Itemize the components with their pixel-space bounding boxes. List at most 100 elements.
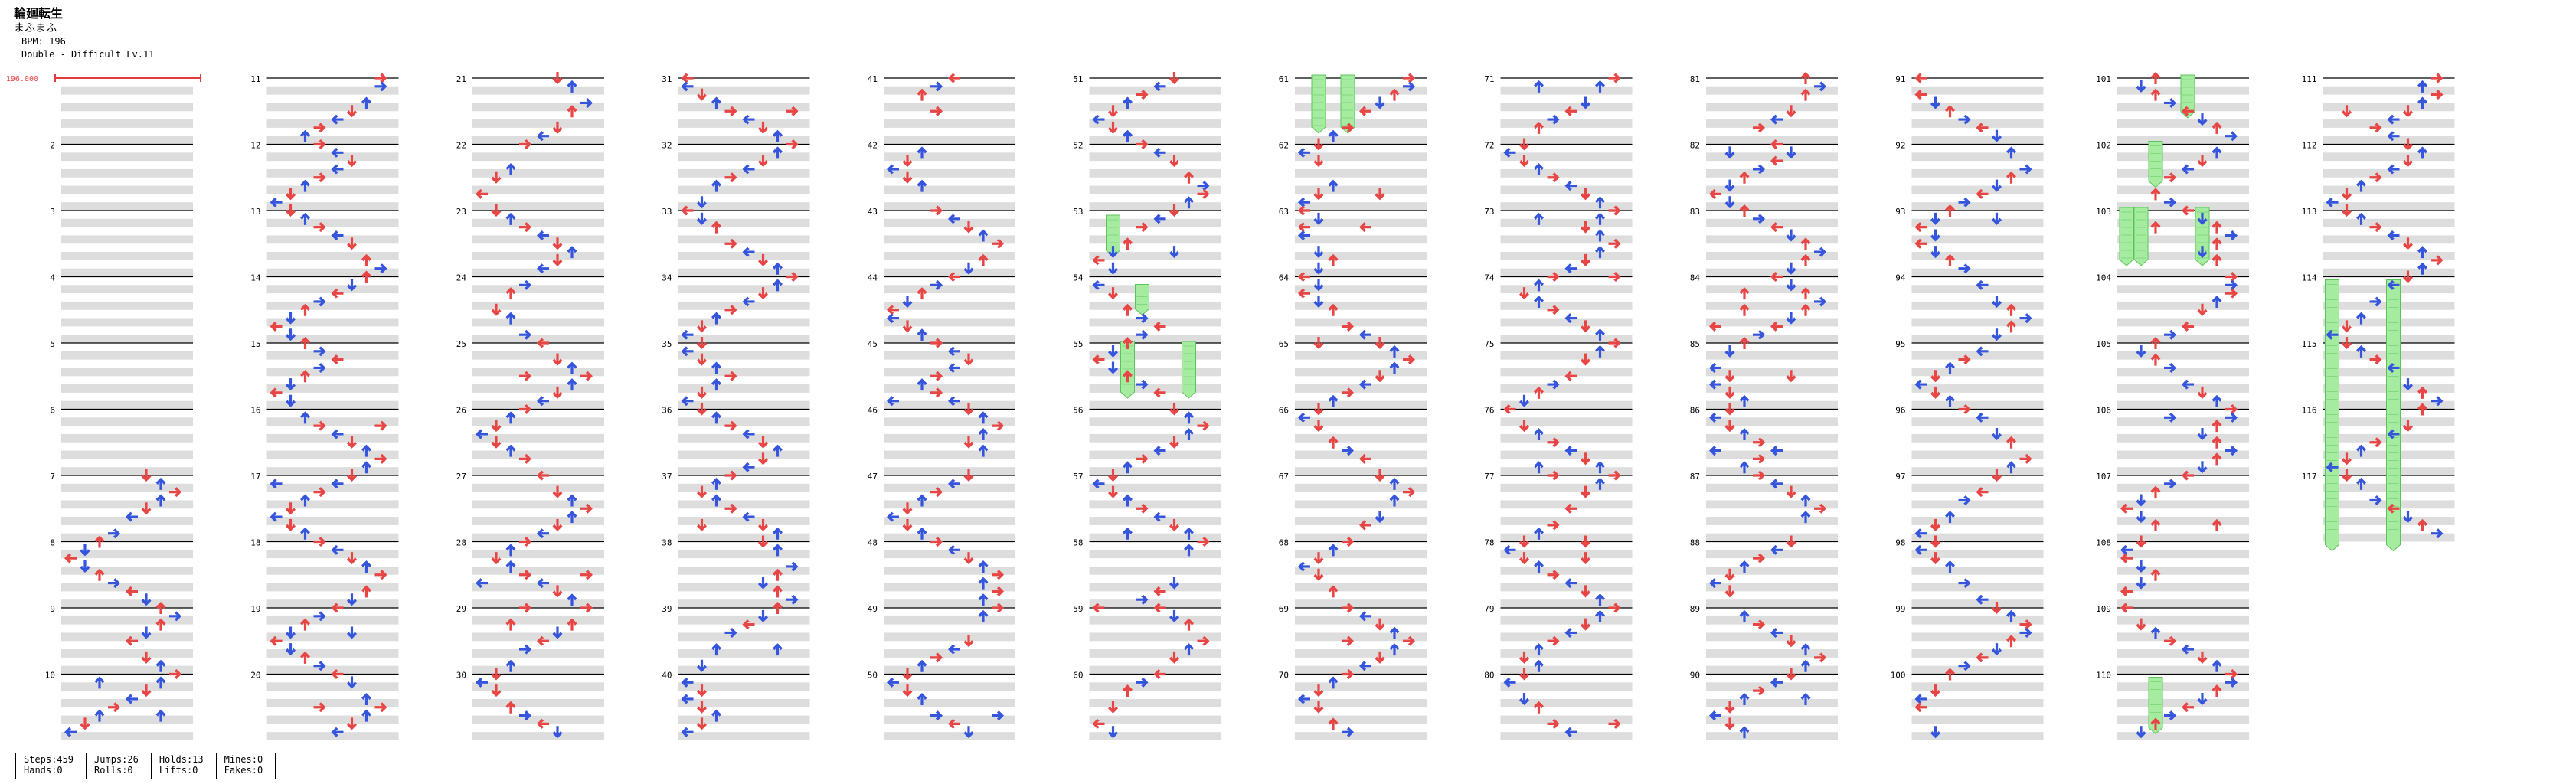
up-arrow — [300, 179, 310, 192]
left-arrow — [742, 462, 755, 472]
beat-band — [61, 318, 193, 327]
up-arrow — [1595, 80, 1605, 93]
hold-note-body — [2195, 207, 2210, 266]
right-arrow — [313, 420, 326, 431]
down-arrow — [491, 552, 502, 565]
beat-band — [1911, 433, 2044, 443]
left-arrow — [2120, 603, 2133, 613]
up-arrow — [2417, 80, 2427, 93]
down-arrow — [1786, 668, 1796, 681]
down-arrow — [2197, 303, 2208, 316]
down-arrow — [286, 518, 296, 531]
beat-band — [266, 103, 399, 112]
measure-number: 92 — [1895, 141, 1905, 151]
measure-number: 32 — [662, 141, 672, 151]
hold-note-body — [2133, 207, 2149, 266]
beat-band — [1295, 632, 1427, 642]
down-arrow — [1581, 452, 1590, 466]
beat-band — [884, 517, 1015, 525]
down-arrow — [1375, 618, 1385, 631]
down-arrow — [963, 726, 974, 739]
beat-band — [1500, 103, 1633, 112]
beat-band — [1911, 86, 2044, 95]
up-arrow — [2212, 436, 2222, 449]
down-arrow — [1519, 420, 1529, 433]
down-arrow — [1724, 179, 1735, 192]
right-arrow — [2019, 453, 2032, 464]
down-arrow — [697, 337, 707, 349]
steps-count: Steps:459 — [24, 754, 74, 765]
up-arrow — [1389, 643, 1400, 656]
left-arrow — [1914, 73, 1927, 83]
beat-band — [1089, 400, 1221, 410]
down-arrow — [697, 353, 707, 366]
right-arrow — [2225, 677, 2238, 688]
beat-band — [472, 400, 604, 410]
up-arrow — [1328, 253, 1339, 266]
up-arrow — [1800, 643, 1811, 656]
left-arrow — [681, 396, 694, 407]
up-arrow — [1945, 511, 1955, 524]
down-arrow — [1992, 295, 2002, 308]
up-arrow — [1534, 162, 1544, 175]
right-arrow — [786, 139, 799, 149]
down-arrow — [963, 403, 974, 416]
down-arrow — [2403, 237, 2413, 250]
down-arrow — [2197, 692, 2208, 705]
right-arrow — [580, 97, 593, 108]
up-arrow — [567, 246, 577, 259]
beat-band — [1089, 218, 1221, 227]
up-arrow — [155, 602, 166, 614]
left-arrow — [1153, 446, 1166, 456]
up-arrow — [978, 411, 989, 424]
beat-band — [1295, 417, 1427, 426]
left-arrow — [64, 727, 77, 737]
beat-band — [678, 599, 810, 608]
down-arrow — [1313, 212, 1324, 225]
left-arrow — [681, 329, 694, 340]
up-arrow — [917, 692, 927, 705]
up-arrow — [567, 378, 577, 391]
right-arrow — [992, 570, 1004, 580]
beat-band — [2117, 632, 2249, 642]
beat-band — [884, 152, 1015, 162]
beat-band — [61, 583, 193, 592]
down-arrow — [1724, 701, 1735, 714]
beat-band — [1089, 252, 1221, 260]
down-arrow — [2136, 535, 2146, 548]
beat-band — [1500, 235, 1633, 244]
measure-number: 50 — [868, 671, 878, 681]
measure-number: 109 — [2096, 604, 2111, 614]
beat-band — [61, 483, 193, 492]
up-arrow — [1945, 394, 1955, 407]
beat-band — [678, 467, 810, 475]
up-arrow — [505, 312, 516, 325]
down-arrow — [1519, 287, 1529, 300]
beat-band — [2323, 235, 2455, 244]
beat-band — [266, 268, 399, 277]
up-arrow — [505, 162, 516, 175]
right-arrow — [374, 453, 387, 464]
down-arrow — [552, 121, 563, 134]
right-arrow — [1136, 313, 1149, 324]
hold-note-body — [1120, 341, 1135, 399]
beat-band — [1295, 517, 1427, 525]
measure-number: 21 — [456, 74, 466, 84]
left-arrow — [2326, 197, 2339, 207]
left-arrow — [2387, 131, 2400, 142]
left-arrow — [887, 164, 899, 175]
beat-band — [1500, 218, 1633, 227]
up-arrow — [978, 577, 989, 590]
beat-band — [678, 218, 810, 227]
beat-band — [2117, 433, 2249, 443]
down-arrow — [1581, 535, 1590, 548]
beat-band — [884, 252, 1015, 260]
left-arrow — [331, 544, 344, 555]
beat-band — [1911, 616, 2044, 625]
up-arrow — [1595, 593, 1605, 606]
up-arrow — [2006, 635, 2016, 648]
beat-band — [472, 715, 604, 724]
right-arrow — [1753, 470, 1765, 481]
up-arrow — [567, 494, 577, 507]
measure-number: 68 — [1279, 538, 1289, 548]
